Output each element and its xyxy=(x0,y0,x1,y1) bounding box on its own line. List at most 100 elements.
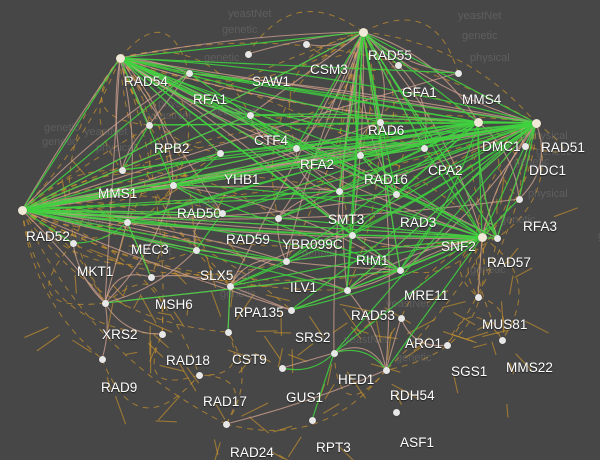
network-node-rfa2[interactable] xyxy=(292,144,300,152)
network-node-mms1[interactable] xyxy=(118,166,126,174)
network-node-rad59[interactable] xyxy=(218,209,226,217)
network-node-xrs2[interactable] xyxy=(101,299,109,307)
network-node-rad24[interactable] xyxy=(222,420,230,428)
network-node-cst9[interactable] xyxy=(224,328,232,336)
edge-genetic xyxy=(106,376,112,390)
edge-genetic xyxy=(471,121,498,239)
network-node-rfa1[interactable] xyxy=(185,69,193,77)
network-node-rad53[interactable] xyxy=(343,286,351,294)
network-node-rad57[interactable] xyxy=(493,234,501,242)
network-node-asf1[interactable] xyxy=(392,408,400,416)
edge-coexpression xyxy=(119,57,174,186)
network-node-aro1[interactable] xyxy=(397,314,405,322)
network-node-rad9[interactable] xyxy=(98,355,106,363)
network-node-rad50[interactable] xyxy=(169,181,177,189)
edge-physical xyxy=(104,249,197,304)
edge-coexpression xyxy=(21,209,348,291)
network-node-msh6[interactable] xyxy=(147,273,155,281)
network-node-srs2[interactable] xyxy=(287,306,295,314)
network-node-rpa135[interactable] xyxy=(226,282,234,290)
network-node-gfa1[interactable] xyxy=(394,61,402,69)
edge-genetic xyxy=(198,374,237,425)
network-node-yhb1[interactable] xyxy=(216,149,224,157)
edge-genetic xyxy=(225,331,243,425)
network-node-rad54[interactable] xyxy=(115,53,125,63)
network-node-sgs1[interactable] xyxy=(443,341,451,349)
network-node-rad55[interactable] xyxy=(358,27,368,37)
edge-coexpression xyxy=(295,31,364,149)
network-node-mms22[interactable] xyxy=(498,336,506,344)
edge-genetic xyxy=(351,326,362,340)
network-node-mkt1[interactable] xyxy=(69,239,77,247)
network-node-rpb2[interactable] xyxy=(145,121,153,129)
edge-coexpression xyxy=(351,234,483,238)
network-node-mus81[interactable] xyxy=(474,293,482,301)
edge-genetic xyxy=(277,348,283,368)
network-node-ybr099c[interactable] xyxy=(274,214,282,222)
edge-genetic xyxy=(506,404,509,418)
edge-genetic xyxy=(112,284,124,297)
network-node-smt3[interactable] xyxy=(335,187,343,195)
network-node-snf2[interactable] xyxy=(477,232,487,242)
edge-coexpression xyxy=(119,57,401,271)
network-node-csm3[interactable] xyxy=(302,40,310,48)
network-node-rad3[interactable] xyxy=(392,190,400,198)
edge-genetic xyxy=(375,319,382,343)
edge-genetic xyxy=(178,362,197,392)
edge-coexpression xyxy=(119,57,459,74)
network-node-rpt3[interactable] xyxy=(308,416,316,424)
network-node-rad17[interactable] xyxy=(195,371,203,379)
edge-coexpression xyxy=(119,57,340,192)
network-node-rad6[interactable] xyxy=(376,118,384,126)
edge-coexpression xyxy=(172,184,483,238)
network-node-rad52[interactable] xyxy=(17,205,27,215)
network-node-slx5[interactable] xyxy=(192,246,200,254)
network-node-mec3[interactable] xyxy=(123,218,131,226)
edge-coexpression xyxy=(229,236,483,287)
network-node-hed1[interactable] xyxy=(330,349,338,357)
network-node-mms4[interactable] xyxy=(454,69,462,77)
edge-coexpression xyxy=(172,184,401,271)
edge-coexpression xyxy=(518,122,537,200)
edge-genetic xyxy=(214,442,221,460)
edge-physical xyxy=(281,352,335,369)
network-node-gus1[interactable] xyxy=(278,364,286,372)
network-node-rad16[interactable] xyxy=(356,151,364,159)
network-node-rad51[interactable] xyxy=(531,118,541,128)
edge-genetic xyxy=(147,343,164,358)
network-node-rdh54[interactable] xyxy=(382,366,390,374)
edge-genetic xyxy=(346,371,366,399)
edge-coexpression xyxy=(119,57,483,238)
edge-genetic xyxy=(271,31,364,219)
edge-physical xyxy=(188,72,537,124)
network-node-ctf4[interactable] xyxy=(246,111,254,119)
network-node-ilv1[interactable] xyxy=(282,257,290,265)
edge-genetic xyxy=(247,11,364,55)
network-node-mre11[interactable] xyxy=(396,266,404,274)
edge-genetic xyxy=(386,331,392,361)
network-node-rim1[interactable] xyxy=(348,231,356,239)
network-node-rfa3[interactable] xyxy=(515,195,523,203)
edge-genetic xyxy=(426,290,449,304)
edge-coexpression xyxy=(21,114,251,211)
edge-physical xyxy=(148,72,190,126)
network-node-saw1[interactable] xyxy=(244,50,252,58)
edge-coexpression xyxy=(21,147,297,211)
edge-genetic xyxy=(297,343,314,356)
network-node-cpa2[interactable] xyxy=(420,144,428,152)
edge-genetic xyxy=(174,271,187,285)
network-node-rad18[interactable] xyxy=(158,330,166,338)
edge-genetic xyxy=(323,403,340,414)
edge-coexpression xyxy=(362,31,425,149)
edge-genetic xyxy=(270,450,284,460)
edge-genetic xyxy=(122,284,128,297)
edge-genetic xyxy=(364,313,382,329)
network-node-dmc1[interactable] xyxy=(473,117,483,127)
network-node-ddc1[interactable] xyxy=(521,142,529,150)
edge-physical xyxy=(21,57,121,211)
edge-genetic xyxy=(500,301,505,331)
edge-physical xyxy=(21,209,292,311)
edge-coexpression xyxy=(277,217,483,238)
